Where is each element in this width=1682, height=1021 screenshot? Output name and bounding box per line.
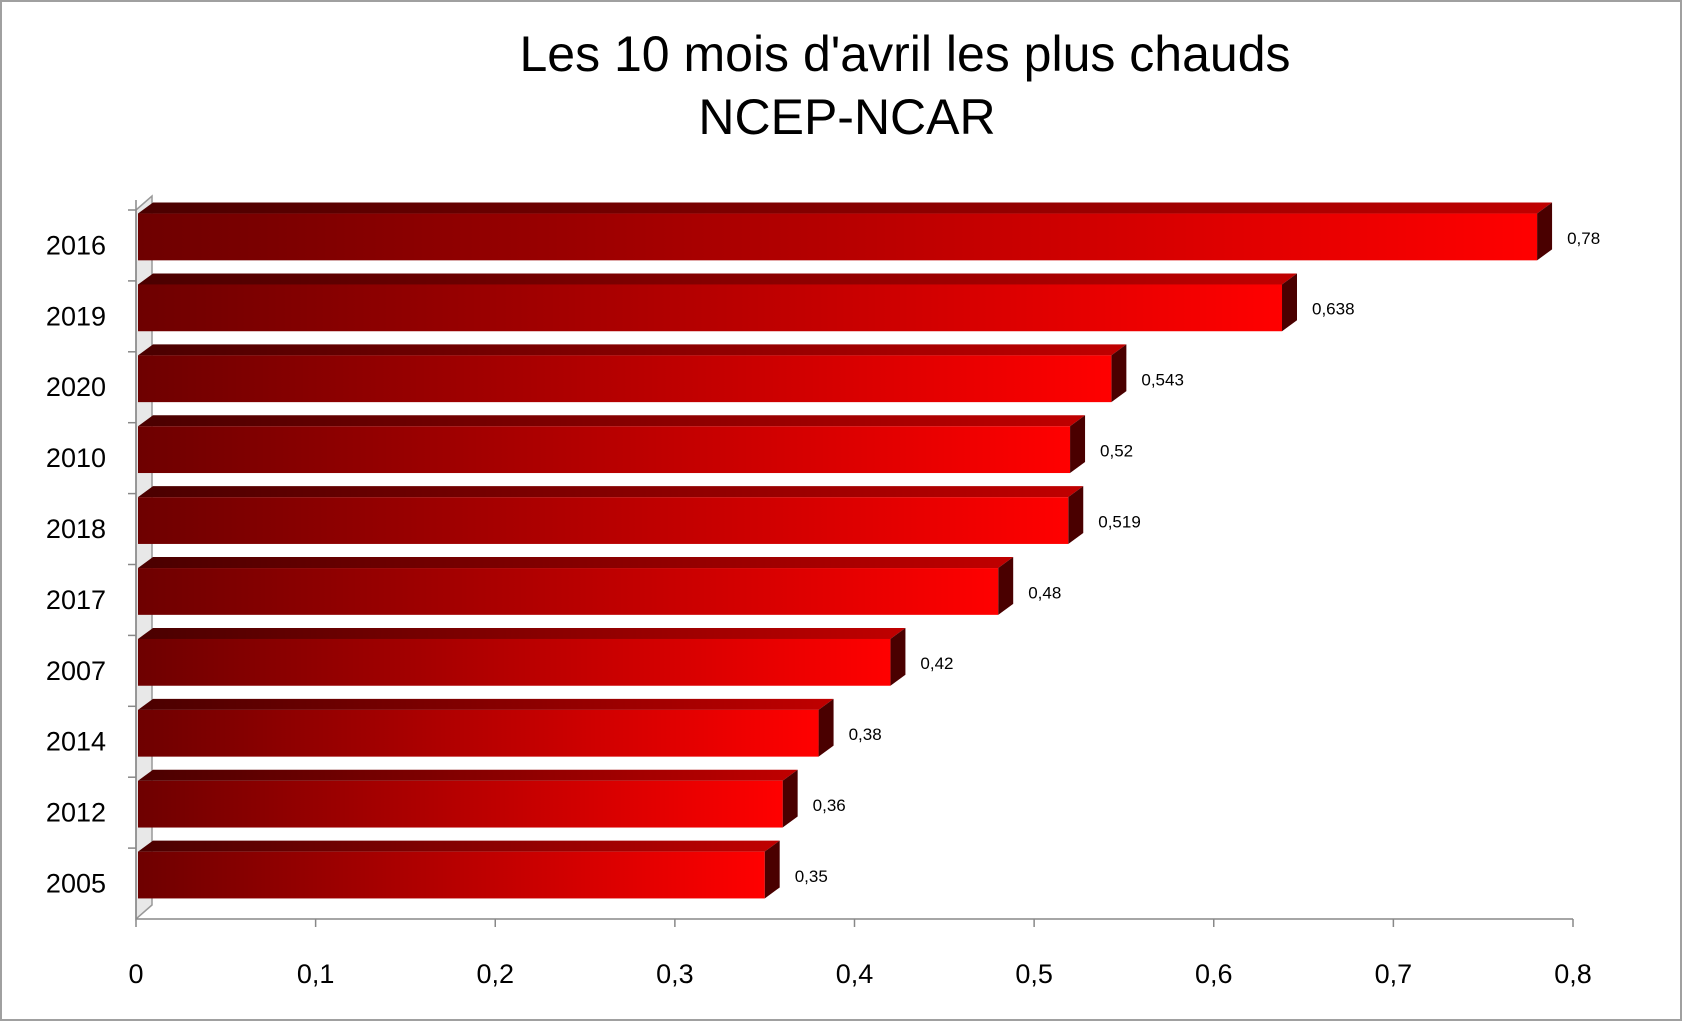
bar-top	[138, 344, 1127, 356]
bar	[138, 709, 819, 757]
bar-top	[138, 840, 780, 852]
x-tick-label: 0,8	[1554, 959, 1592, 989]
bar-side	[1070, 415, 1086, 474]
x-tick-label: 0,7	[1375, 959, 1413, 989]
x-tick-label: 0,6	[1195, 959, 1233, 989]
bar	[138, 851, 765, 899]
bar-top	[138, 769, 798, 781]
value-label: 0,48	[1028, 583, 1061, 602]
bar	[138, 638, 891, 686]
bar-side	[764, 840, 780, 899]
bar	[138, 426, 1071, 474]
x-tick-label: 0,3	[656, 959, 694, 989]
y-tick-label: 2005	[46, 868, 106, 898]
bar-top	[138, 698, 834, 710]
x-tick-label: 0,1	[297, 959, 335, 989]
value-label: 0,78	[1567, 229, 1600, 248]
bar-top	[138, 557, 1014, 569]
value-label: 0,38	[849, 725, 882, 744]
value-label: 0,543	[1141, 371, 1184, 390]
bar-top	[138, 202, 1553, 214]
bar-side	[782, 769, 798, 828]
y-tick-label: 2019	[46, 301, 106, 331]
x-tick-label: 0,4	[836, 959, 874, 989]
bar	[138, 213, 1538, 261]
y-tick-label: 2017	[46, 585, 106, 615]
chart-subtitle: NCEP-NCAR	[698, 89, 995, 145]
y-tick-label: 2020	[46, 372, 106, 402]
bar	[138, 355, 1112, 403]
bar-top	[138, 273, 1298, 285]
bar-side	[1068, 486, 1084, 544]
x-tick-label: 0	[128, 959, 143, 989]
bar-side	[998, 557, 1014, 615]
x-tick-label: 0,5	[1015, 959, 1053, 989]
x-tick-label: 0,2	[476, 959, 514, 989]
bar	[138, 568, 999, 615]
bar-side	[1537, 202, 1553, 261]
value-label: 0,638	[1312, 300, 1355, 319]
y-tick-label: 2012	[46, 798, 106, 828]
y-tick-label: 2014	[46, 727, 106, 757]
bar-side	[818, 698, 834, 757]
bar-side	[1111, 344, 1127, 403]
bar	[138, 497, 1069, 544]
y-tick-label: 2018	[46, 514, 106, 544]
value-label: 0,42	[920, 654, 953, 673]
value-label: 0,35	[795, 867, 828, 886]
chart-title: Les 10 mois d'avril les plus chauds	[519, 26, 1290, 82]
y-tick-label: 2016	[46, 230, 106, 260]
bar-side	[1282, 273, 1298, 332]
bar-side	[890, 627, 906, 686]
value-label: 0,52	[1100, 441, 1133, 460]
bar-top	[138, 486, 1084, 498]
bar	[138, 780, 783, 828]
y-tick-label: 2010	[46, 443, 106, 473]
bar-top	[138, 627, 906, 639]
value-label: 0,519	[1098, 512, 1141, 531]
y-tick-label: 2007	[46, 656, 106, 686]
value-label: 0,36	[813, 796, 846, 815]
bar	[138, 284, 1283, 332]
bar-top	[138, 415, 1086, 427]
